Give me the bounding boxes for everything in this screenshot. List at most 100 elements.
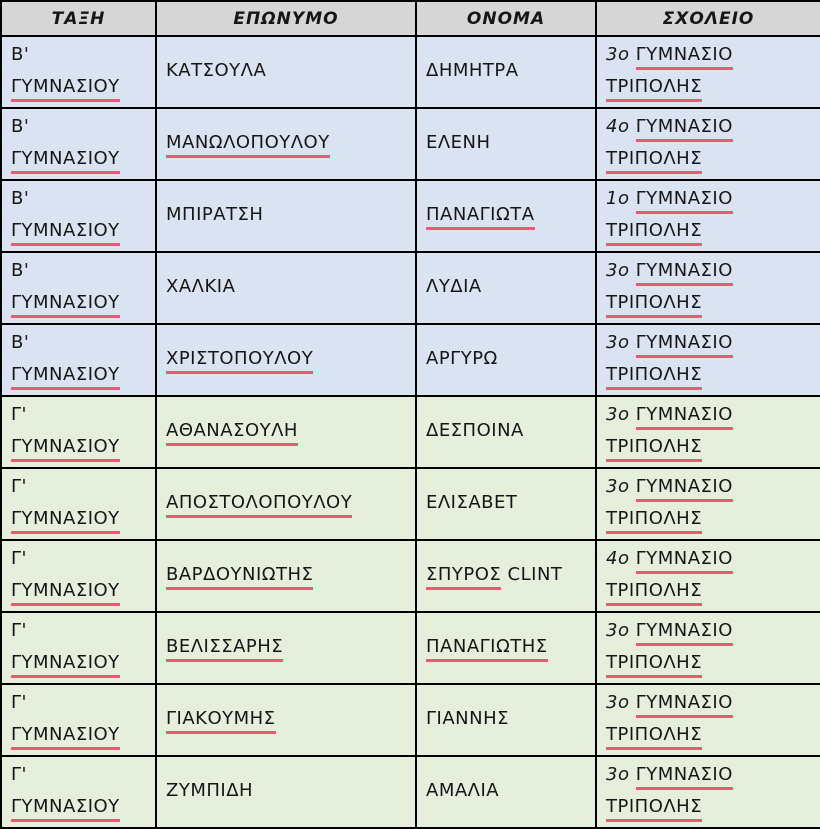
word-underlined: ΓΥΜΝΑΣΙΟ: [635, 476, 733, 502]
cell-sxoleio: 3ο ΓΥΜΝΑΣΙΟ ΤΡΙΠΟΛΗΣ: [595, 251, 820, 325]
cell-line: Β': [11, 327, 149, 359]
cell-taxi: Β' ΓΥΜΝΑΣΙΟΥ: [0, 179, 157, 253]
word: Β': [11, 44, 30, 65]
cell-sxoleio: 1ο ΓΥΜΝΑΣΙΟ ΤΡΙΠΟΛΗΣ: [595, 179, 820, 253]
cell-line: 3ο ΓΥΜΝΑΣΙΟ: [606, 39, 814, 71]
cell-sxoleio: 3ο ΓΥΜΝΑΣΙΟ ΤΡΙΠΟΛΗΣ: [595, 35, 820, 109]
word-underlined: ΓΥΜΝΑΣΙΟ: [635, 44, 733, 70]
word-underlined: ΓΥΜΝΑΣΙΟ: [635, 188, 733, 214]
cell-eponymo: ΚΑΤΣΟΥΛΑ: [155, 35, 417, 109]
word-underlined: ΓΥΜΝΑΣΙΟ: [635, 764, 733, 790]
cell-line: Γ': [11, 687, 149, 719]
word: 3ο: [606, 260, 630, 281]
word: ΑΡΓΥΡΩ: [426, 348, 498, 369]
word-underlined: ΓΥΜΝΑΣΙΟΥ: [11, 724, 120, 750]
table-row-2: Β' ΓΥΜΝΑΣΙΟΥ ΜΑΝΩΛΟΠΟΥΛΟΥ ΕΛΕΝΗ 4ο ΓΥΜΝΑΣΙΟ Τ…: [0, 107, 820, 181]
word: Β': [11, 332, 30, 353]
cell-line: ΓΥΜΝΑΣΙΟΥ: [11, 647, 149, 679]
cell-line: ΔΕΣΠΟΙΝΑ: [426, 415, 589, 447]
cell-line: ΣΠΥΡΟΣ CLINT: [426, 559, 589, 591]
cell-line: ΤΡΙΠΟΛΗΣ: [606, 359, 814, 391]
cell-line: ΕΛΙΣΑΒΕΤ: [426, 487, 589, 519]
table-row-7: Γ' ΓΥΜΝΑΣΙΟΥ ΑΠΟΣΤΟΛΟΠΟΥΛΟΥ ΕΛΙΣΑΒΕΤ 3ο ΓΥΜΝ…: [0, 467, 820, 541]
cell-sxoleio: 3ο ΓΥΜΝΑΣΙΟ ΤΡΙΠΟΛΗΣ: [595, 467, 820, 541]
cell-eponymo: ΧΑΛΚΙΑ: [155, 251, 417, 325]
table-row-5: Β' ΓΥΜΝΑΣΙΟΥ ΧΡΙΣΤΟΠΟΥΛΟΥ ΑΡΓΥΡΩ 3ο ΓΥΜΝΑΣΙΟ…: [0, 323, 820, 397]
cell-line: Β': [11, 111, 149, 143]
cell-line: Β': [11, 183, 149, 215]
cell-taxi: Β' ΓΥΜΝΑΣΙΟΥ: [0, 35, 157, 109]
cell-line: Γ': [11, 759, 149, 791]
cell-line: ΚΑΤΣΟΥΛΑ: [166, 55, 409, 87]
table-row-6: Γ' ΓΥΜΝΑΣΙΟΥ ΑΘΑΝΑΣΟΥΛΗ ΔΕΣΠΟΙΝΑ 3ο ΓΥΜΝΑΣΙΟ…: [0, 395, 820, 469]
cell-line: ΖΥΜΠΙΔΗ: [166, 775, 409, 807]
cell-line: ΤΡΙΠΟΛΗΣ: [606, 287, 814, 319]
column-header-onoma: ΟΝΟΜΑ: [415, 0, 597, 37]
word: Γ': [11, 620, 27, 641]
word-underlined: ΧΡΙΣΤΟΠΟΥΛΟΥ: [166, 348, 314, 374]
word: ΓΙΑΝΝΗΣ: [426, 708, 509, 729]
cell-onoma: ΣΠΥΡΟΣ CLINT: [415, 539, 597, 613]
cell-taxi: Γ' ΓΥΜΝΑΣΙΟΥ: [0, 755, 157, 829]
word: Γ': [11, 692, 27, 713]
word-underlined: ΓΥΜΝΑΣΙΟΥ: [11, 148, 120, 174]
word-underlined: ΤΡΙΠΟΛΗΣ: [606, 796, 703, 822]
cell-eponymo: ΧΡΙΣΤΟΠΟΥΛΟΥ: [155, 323, 417, 397]
word: ΑΜΑΛΙΑ: [426, 780, 500, 801]
word-underlined: ΤΡΙΠΟΛΗΣ: [606, 724, 703, 750]
cell-line: ΓΙΑΝΝΗΣ: [426, 703, 589, 735]
cell-sxoleio: 3ο ΓΥΜΝΑΣΙΟ ΤΡΙΠΟΛΗΣ: [595, 323, 820, 397]
cell-sxoleio: 3ο ΓΥΜΝΑΣΙΟ ΤΡΙΠΟΛΗΣ: [595, 755, 820, 829]
cell-line: ΓΥΜΝΑΣΙΟΥ: [11, 575, 149, 607]
word: 3ο: [606, 476, 630, 497]
cell-sxoleio: 4ο ΓΥΜΝΑΣΙΟ ΤΡΙΠΟΛΗΣ: [595, 107, 820, 181]
cell-line: ΓΥΜΝΑΣΙΟΥ: [11, 287, 149, 319]
cell-line: Γ': [11, 471, 149, 503]
word-underlined: ΤΡΙΠΟΛΗΣ: [606, 76, 703, 102]
word: 3ο: [606, 44, 630, 65]
word-underlined: ΤΡΙΠΟΛΗΣ: [606, 220, 703, 246]
word: ΛΥΔΙΑ: [426, 276, 482, 297]
cell-eponymo: ΓΙΑΚΟΥΜΗΣ: [155, 683, 417, 757]
cell-line: ΛΥΔΙΑ: [426, 271, 589, 303]
word-underlined: ΜΑΝΩΛΟΠΟΥΛΟΥ: [166, 132, 330, 158]
word-underlined: ΓΥΜΝΑΣΙΟΥ: [11, 436, 120, 462]
cell-line: ΒΑΡΔΟΥΝΙΩΤΗΣ: [166, 559, 409, 591]
word-underlined: ΓΥΜΝΑΣΙΟΥ: [11, 76, 120, 102]
word: Γ': [11, 548, 27, 569]
word: 1ο: [606, 188, 630, 209]
cell-sxoleio: 3ο ΓΥΜΝΑΣΙΟ ΤΡΙΠΟΛΗΣ: [595, 683, 820, 757]
cell-line: 3ο ΓΥΜΝΑΣΙΟ: [606, 687, 814, 719]
cell-line: 3ο ΓΥΜΝΑΣΙΟ: [606, 759, 814, 791]
cell-onoma: ΑΜΑΛΙΑ: [415, 755, 597, 829]
word: ΖΥΜΠΙΔΗ: [166, 780, 254, 801]
cell-line: ΓΙΑΚΟΥΜΗΣ: [166, 703, 409, 735]
cell-line: ΠΑΝΑΓΙΩΤΑ: [426, 199, 589, 231]
cell-eponymo: ΑΘΑΝΑΣΟΥΛΗ: [155, 395, 417, 469]
word: Β': [11, 260, 30, 281]
word-underlined: ΓΥΜΝΑΣΙΟ: [635, 404, 733, 430]
cell-line: 3ο ΓΥΜΝΑΣΙΟ: [606, 327, 814, 359]
cell-line: ΓΥΜΝΑΣΙΟΥ: [11, 719, 149, 751]
word: 3ο: [606, 692, 630, 713]
word-underlined: ΠΑΝΑΓΙΩΤΗΣ: [426, 636, 548, 662]
cell-onoma: ΕΛΙΣΑΒΕΤ: [415, 467, 597, 541]
cell-line: ΓΥΜΝΑΣΙΟΥ: [11, 143, 149, 175]
table-row-11: Γ' ΓΥΜΝΑΣΙΟΥ ΖΥΜΠΙΔΗ ΑΜΑΛΙΑ 3ο ΓΥΜΝΑΣΙΟ ΤΡΙΠΟ…: [0, 755, 820, 829]
cell-line: ΤΡΙΠΟΛΗΣ: [606, 791, 814, 823]
word-underlined: ΤΡΙΠΟΛΗΣ: [606, 580, 703, 606]
word: 3ο: [606, 332, 630, 353]
word: ΕΛΕΝΗ: [426, 132, 491, 153]
word: ΔΕΣΠΟΙΝΑ: [426, 420, 524, 441]
word-underlined: ΓΥΜΝΑΣΙΟ: [635, 332, 733, 358]
cell-onoma: ΓΙΑΝΝΗΣ: [415, 683, 597, 757]
cell-line: ΓΥΜΝΑΣΙΟΥ: [11, 503, 149, 535]
word-underlined: ΣΠΥΡΟΣ: [426, 564, 502, 590]
word-underlined: ΓΥΜΝΑΣΙΟΥ: [11, 796, 120, 822]
cell-line: ΤΡΙΠΟΛΗΣ: [606, 431, 814, 463]
cell-line: ΑΡΓΥΡΩ: [426, 343, 589, 375]
cell-line: ΕΛΕΝΗ: [426, 127, 589, 159]
cell-line: ΤΡΙΠΟΛΗΣ: [606, 575, 814, 607]
cell-line: 4ο ΓΥΜΝΑΣΙΟ: [606, 543, 814, 575]
